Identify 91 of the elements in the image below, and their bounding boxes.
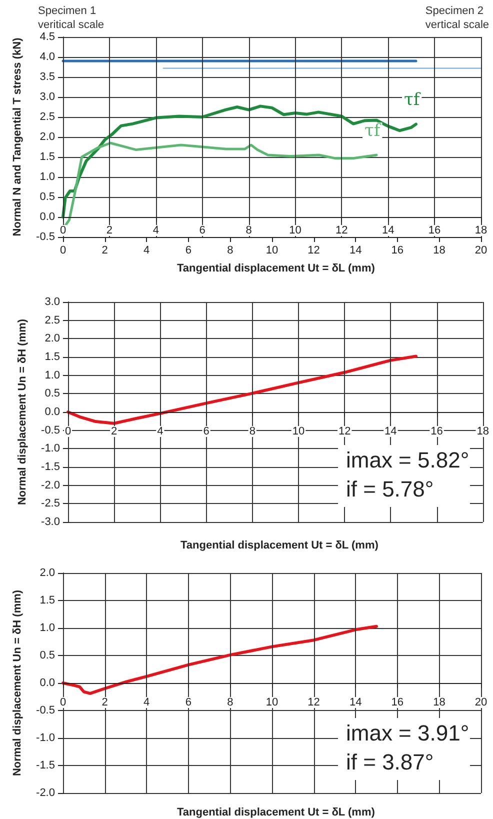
- line-series: [66, 354, 418, 425]
- y-axis-title: Normal displacement Un = δH (mm): [16, 318, 28, 506]
- series-label: τf: [404, 90, 422, 110]
- x2-tick-label: 6: [199, 224, 206, 236]
- x-tick-label: 2: [111, 426, 118, 438]
- y-tick-label: -2.5: [41, 498, 60, 510]
- x-tick-label: 10: [266, 696, 278, 708]
- y-tick-label: -0.5: [41, 424, 60, 436]
- x2-tick-label: 2: [106, 224, 113, 236]
- annotation: if = 3.87°: [346, 750, 434, 774]
- x-tick-label: 16: [391, 244, 404, 256]
- y-axis-title: Normal N and Tangential T stress (kN): [12, 37, 24, 236]
- x-tick-label: 4: [144, 244, 150, 256]
- y-tick-label: -1.0: [41, 442, 60, 455]
- y-tick-label: 4.5: [40, 31, 55, 43]
- x-tick-label: 14: [349, 244, 362, 256]
- y-tick-label: 1.0: [40, 171, 55, 183]
- y-tick-label: 4.0: [40, 51, 55, 63]
- x2-tick-label: 4: [152, 224, 159, 236]
- x-tick-label: 6: [185, 696, 192, 708]
- y-tick-label: -2.0: [41, 479, 60, 492]
- x-tick-label: 12: [338, 426, 351, 438]
- y-tick-label: 2.5: [40, 111, 55, 123]
- x-tick-label: 2: [102, 696, 108, 708]
- x2-tick-label: 10: [289, 224, 302, 236]
- line-series: [62, 624, 378, 695]
- y-tick-label: 1.5: [44, 351, 60, 363]
- x-tick-label: 4: [157, 426, 164, 438]
- y-tick-label: 1.0: [44, 369, 60, 382]
- x2-tick-label: 14: [382, 224, 394, 236]
- annotation: if = 5.78°: [346, 476, 434, 502]
- y-tick-label: 0.5: [44, 388, 60, 400]
- x-tick-label: 12: [308, 244, 320, 256]
- y-tick-label: -1.0: [36, 732, 55, 744]
- x-tick-label: 16: [430, 426, 443, 438]
- x2-tick-label: 8: [246, 224, 252, 236]
- y-tick-label: 3.5: [40, 71, 55, 83]
- x-tick-label: 8: [227, 244, 234, 256]
- x-tick-label: 10: [266, 244, 278, 256]
- y-axis-title: Normal displacement Un = δH (mm): [12, 590, 24, 776]
- x-tick-label: 6: [185, 244, 192, 256]
- y-tick-label: 1.5: [40, 151, 55, 163]
- x-tick-label: 0: [60, 244, 66, 256]
- y-tick-label: 2.5: [44, 314, 60, 326]
- x-tick-label: 16: [391, 696, 404, 708]
- y-tick-label: 0.0: [44, 406, 60, 418]
- x-tick-label: 6: [203, 426, 210, 438]
- annotation: imax = 3.91°: [346, 720, 470, 746]
- x2-tick-label: 0: [60, 224, 66, 236]
- series-label: τf: [364, 121, 382, 141]
- text: Specimen 2 vertical scale: [425, 5, 489, 31]
- y-tick-label: 3.0: [40, 91, 55, 103]
- annotation: imax = 5.82°: [346, 448, 470, 472]
- x-tick-label: 18: [433, 244, 446, 256]
- x-tick-label: 2: [102, 244, 108, 256]
- x-tick-label: 18: [433, 696, 446, 708]
- x2-tick-label: 16: [428, 224, 441, 236]
- x-tick-label: 0: [60, 696, 66, 708]
- x-tick-label: 0: [64, 426, 72, 438]
- y-tick-label: 0.0: [40, 677, 55, 689]
- x-tick-label: 8: [227, 696, 234, 708]
- x-tick-label: 10: [292, 426, 305, 438]
- y-tick-label: -0.5: [36, 704, 55, 716]
- y-tick-label: 0.0: [40, 211, 55, 223]
- y-tick-label: -0.5: [36, 231, 55, 243]
- x-axis-title: Tangential displacement Ut = δL (mm): [177, 806, 376, 818]
- x-axis-title: Tangential displacement Ut = δL (mm): [180, 540, 379, 552]
- y-tick-label: 0.5: [40, 191, 55, 203]
- y-tick-label: -3.0: [41, 516, 60, 528]
- y-tick-label: -2.0: [36, 787, 55, 799]
- y-tick-label: 1.0: [40, 622, 55, 634]
- y-tick-label: 2.0: [44, 332, 60, 345]
- x-tick-label: 8: [249, 426, 256, 438]
- x-tick-label: 12: [308, 696, 320, 708]
- x-tick-label: 14: [349, 696, 362, 708]
- x-tick-label: 14: [384, 426, 397, 438]
- x2-tick-label: 18: [474, 224, 488, 236]
- y-tick-label: 2.0: [40, 131, 55, 143]
- y-tick-label: 2.0: [40, 567, 55, 579]
- x-tick-label: 4: [144, 696, 150, 708]
- x-tick-label: 18: [476, 426, 490, 438]
- x-axis-title: Tangential displacement Ut = δL (mm): [177, 262, 376, 274]
- x-tick-label: 20: [474, 244, 488, 256]
- y-tick-label: 0.5: [40, 650, 55, 662]
- x-tick-label: 20: [474, 696, 488, 708]
- text: Specimen 1 veritical scale: [38, 5, 104, 31]
- y-tick-label: -1.5: [41, 461, 60, 473]
- y-tick-label: 3.0: [44, 296, 60, 308]
- y-tick-label: 1.5: [40, 594, 55, 606]
- y-tick-label: -1.5: [36, 760, 55, 772]
- x2-tick-label: 12: [336, 224, 348, 236]
